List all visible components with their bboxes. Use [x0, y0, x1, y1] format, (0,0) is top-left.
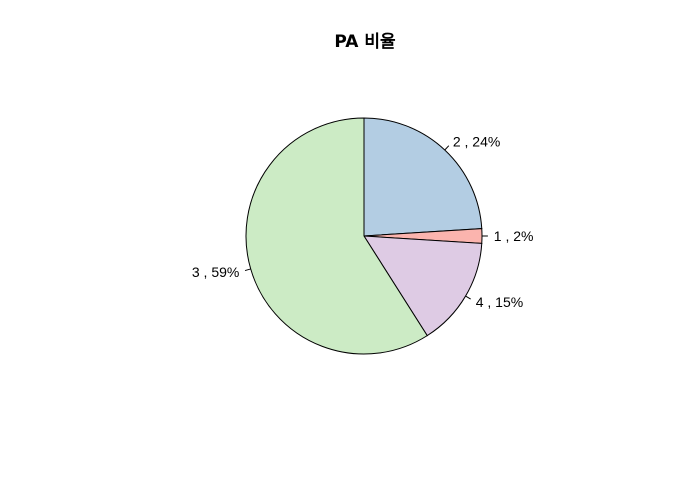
- chart-title: PA 비율: [334, 32, 396, 52]
- pie-label-tick-2: [444, 145, 450, 151]
- pie-label-tick-3: [244, 268, 251, 272]
- pie-label-1: 1 , 2%: [494, 228, 534, 244]
- pie-slice-3: [245, 117, 428, 355]
- pie-slice-2: [363, 117, 483, 237]
- pie-label-tick-4: [465, 295, 471, 300]
- pie-labels: 2 , 24% 1 , 2% 4 , 15% 3 , 59%: [192, 133, 534, 310]
- pie-slices: [245, 117, 483, 355]
- pie-label-2: 2 , 24%: [453, 133, 500, 149]
- pie-slice-4: [363, 235, 483, 337]
- pie-label-3: 3 , 59%: [192, 264, 239, 280]
- pie-label-4: 4 , 15%: [476, 294, 523, 310]
